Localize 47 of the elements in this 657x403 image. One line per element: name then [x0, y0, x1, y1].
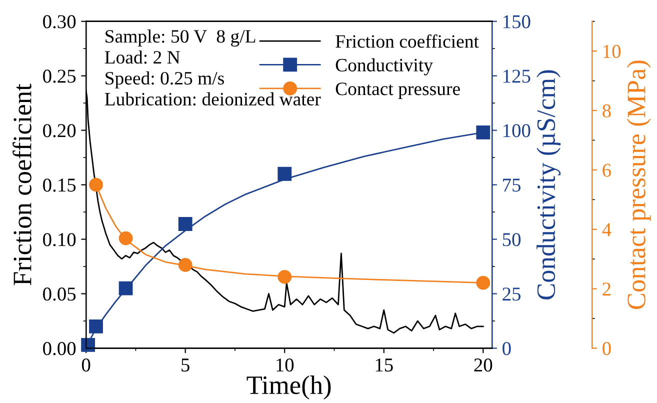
- y2-axis-title: Conductivity (µS/cm): [536, 70, 561, 300]
- y2-tick-label: 50: [502, 233, 521, 246]
- point: [476, 126, 490, 140]
- annotation: Load: 2 N: [104, 50, 180, 64]
- x-tick-label: 15: [376, 358, 393, 372]
- annotation: Speed: 0.25 m/s: [106, 71, 224, 88]
- y2-tick-label: 75: [503, 178, 520, 192]
- y-tick-label: 0.20: [43, 124, 76, 138]
- point: [89, 178, 103, 192]
- annotation: Lubrication: deionized water: [104, 92, 321, 106]
- y3-tick-label: 8: [602, 104, 611, 118]
- y-tick-label: 0.00: [43, 342, 76, 356]
- y2-tick-label: 100: [504, 124, 530, 138]
- annotation: Sample: 50 V 8 g/L: [106, 30, 256, 47]
- y2-tick-label: 25: [502, 288, 520, 301]
- y3-tick-label: 6: [602, 164, 611, 177]
- point: [178, 258, 192, 272]
- y2-tick-label: 150: [504, 15, 530, 28]
- y3-tick-label: 4: [602, 223, 612, 236]
- y-tick-label: 0.15: [43, 178, 76, 192]
- y3-tick-label: 2: [602, 282, 610, 296]
- y-axis-title: Friction coefficient: [12, 84, 32, 286]
- point: [476, 276, 490, 290]
- y2-tick-label: 0: [502, 342, 511, 356]
- x-tick-label: 5: [182, 358, 190, 372]
- y3-axis-title: Contact pressure (MPa): [626, 60, 651, 310]
- legend-label: Contact pressure: [336, 82, 460, 100]
- point: [89, 319, 103, 334]
- x-tick-label: 0: [82, 358, 90, 372]
- point: [278, 270, 292, 284]
- point: [278, 166, 292, 181]
- y-tick-label: 0.30: [43, 15, 76, 28]
- point: [81, 338, 95, 352]
- x-tick-label: 10: [276, 358, 294, 372]
- point: [118, 231, 133, 246]
- y-tick-label: 0.25: [43, 70, 76, 83]
- point: [178, 217, 192, 231]
- y3-tick-label: 10: [604, 44, 621, 58]
- x-axis-title: Time(h): [246, 376, 331, 400]
- y-tick-label: 0.10: [43, 233, 76, 246]
- legend-label: Friction coefficient: [336, 34, 479, 48]
- y2-tick-label: 125: [504, 70, 530, 83]
- y-tick-label: 0.05: [43, 288, 76, 301]
- point: [118, 281, 133, 296]
- x-tick-label: 20: [474, 358, 492, 372]
- y3-tick-label: 0: [602, 342, 611, 356]
- legend-label: Conductivity: [336, 58, 433, 76]
